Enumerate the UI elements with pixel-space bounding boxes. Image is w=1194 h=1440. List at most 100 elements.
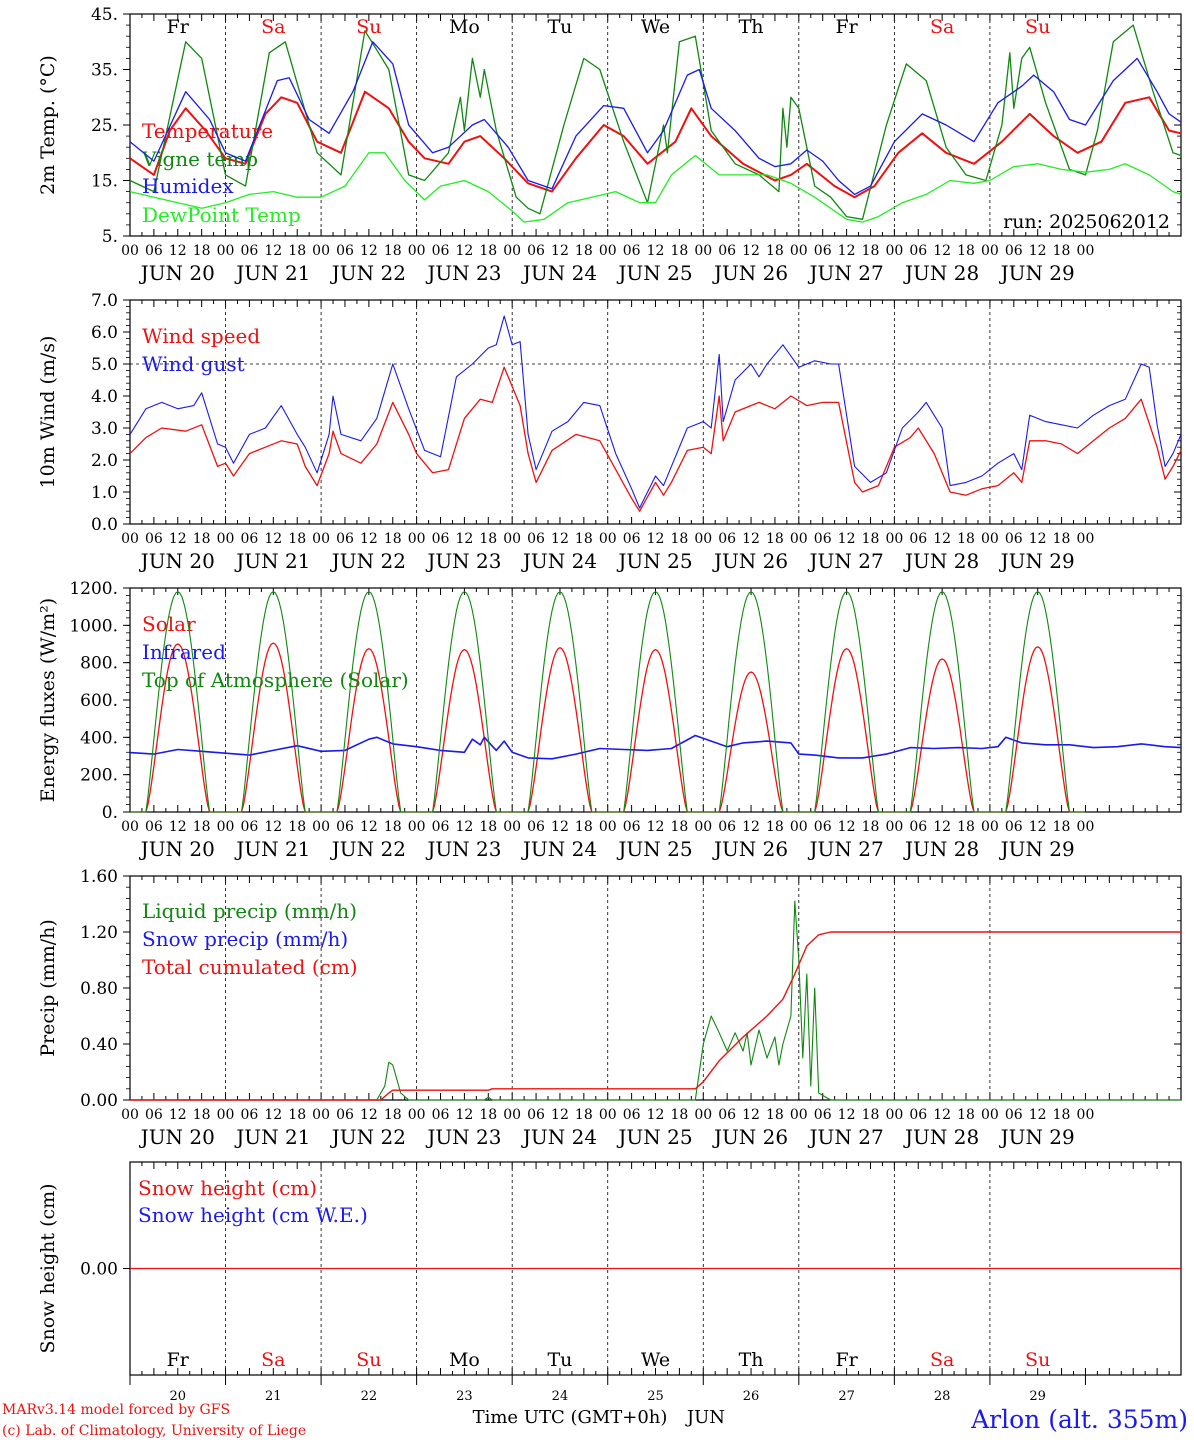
legend-entry: Infrared [142,640,226,664]
hour-tick-label: 06 [336,531,354,547]
hour-tick-label: 06 [623,243,641,259]
hour-tick-label: 00 [312,243,330,259]
y-tick-label: 1000. [69,616,118,636]
hour-tick-label: 00 [885,1107,903,1123]
hour-tick-label: 12 [264,531,282,547]
hour-tick-label: 18 [288,531,306,547]
hour-tick-label: 06 [1005,1107,1023,1123]
legend-entry: Top of Atmosphere (Solar) [142,668,409,692]
y-tick-label: 800. [80,654,118,674]
hour-tick-label: 06 [718,1107,736,1123]
weekday-label: Su [356,16,381,38]
series-liquid-precip-mm-h--line [130,900,1181,1101]
hour-tick-label: 12 [933,1107,951,1123]
day-label: JUN 23 [425,261,501,285]
y-tick-label: 2.0 [91,451,118,471]
hour-tick-label: 18 [575,819,593,835]
hour-tick-label: 18 [479,819,497,835]
hour-tick-label: 12 [647,819,665,835]
day-label: JUN 28 [903,549,979,573]
hour-tick-label: 00 [217,243,235,259]
hour-tick-label: 00 [503,819,521,835]
day-label: JUN 29 [999,549,1075,573]
day-label: JUN 24 [521,837,597,861]
hour-tick-label: 06 [145,819,163,835]
series-dewpoint-temp-line [129,152,1182,223]
day-label: JUN 26 [712,261,788,285]
hour-tick-label: 06 [527,1107,545,1123]
hour-tick-label: 06 [336,1107,354,1123]
y-axis-label: 10m Wind (m/s) [37,336,59,489]
hour-tick-label: 12 [169,819,187,835]
legend-entry: Wind gust [142,352,245,376]
y-tick-label: 35. [91,61,118,81]
hour-tick-label: 18 [670,1107,688,1123]
hour-tick-label: 00 [790,531,808,547]
hour-tick-label: 18 [1053,243,1071,259]
y-tick-label: 5.0 [91,355,118,375]
hour-tick-label: 06 [336,243,354,259]
panel-1: 5.15.25.35.45.2m Temp. (°C) TemperatureVi… [37,5,1182,285]
hour-tick-label: 06 [145,243,163,259]
hour-tick-label: 18 [1053,819,1071,835]
day-number: 23 [456,1389,473,1404]
hour-tick-label: 00 [503,531,521,547]
legend-entry: Humidex [142,174,234,198]
hour-tick-label: 00 [312,531,330,547]
hour-tick-label: 06 [718,819,736,835]
hour-tick-label: 06 [241,531,259,547]
y-tick-label: 0.0 [91,515,118,535]
day-label: JUN 28 [903,1125,979,1149]
y-tick-label: 0.80 [80,979,118,999]
weekday-label: Th [739,1349,764,1371]
day-label: JUN 28 [903,837,979,861]
hour-tick-label: 12 [360,531,378,547]
hour-tick-label: 00 [312,1107,330,1123]
hour-tick-label: 12 [647,531,665,547]
weekday-label: Su [1025,16,1050,38]
legend-entry: Liquid precip (mm/h) [142,899,357,923]
weekday-label: We [641,16,670,38]
day-label: JUN 22 [330,837,406,861]
day-label: JUN 20 [139,261,215,285]
hour-tick-label: 06 [241,243,259,259]
hour-tick-label: 00 [981,1107,999,1123]
y-tick-label: 15. [91,172,118,192]
legend-entry: Snow height (cm W.E.) [138,1203,368,1227]
hour-tick-label: 12 [933,819,951,835]
hour-tick-label: 12 [933,531,951,547]
hour-tick-label: 12 [1029,819,1047,835]
station-label: Arlon (alt. 355m) [970,1405,1188,1434]
legend-entry: Total cumulated (cm) [142,955,358,979]
series-vigne-temp-line [129,24,1182,220]
hour-tick-label: 06 [623,1107,641,1123]
y-axis-label: Snow height (cm) [37,1183,59,1353]
day-number: 26 [743,1389,760,1404]
hour-tick-label: 00 [694,531,712,547]
hour-tick-label: 12 [647,1107,665,1123]
weekday-label: Fr [167,16,190,38]
hour-tick-label: 00 [121,819,139,835]
y-tick-label: 3.0 [91,419,118,439]
y-tick-label: 0.40 [80,1035,118,1055]
hour-tick-label: 00 [981,819,999,835]
hour-tick-label: 06 [909,819,927,835]
hour-tick-label: 12 [742,531,760,547]
hour-tick-label: 12 [360,1107,378,1123]
day-number: 24 [552,1389,569,1404]
day-label: JUN 24 [521,1125,597,1149]
lab-credit: (c) Lab. of Climatology, University of L… [2,1423,306,1439]
day-label: JUN 21 [234,549,310,573]
hour-tick-label: 06 [145,1107,163,1123]
legend-entry: Snow precip (mm/h) [142,927,348,951]
day-label: JUN 27 [807,549,883,573]
hour-tick-label: 18 [766,819,784,835]
hour-tick-label: 00 [1077,819,1095,835]
plot-frame [129,299,1182,525]
series-wind-speed-line [129,366,1182,512]
hour-tick-label: 18 [862,531,880,547]
hour-tick-label: 00 [217,1107,235,1123]
y-tick-label: 6.0 [91,323,118,343]
hour-tick-label: 06 [814,243,832,259]
hour-tick-label: 06 [432,819,450,835]
